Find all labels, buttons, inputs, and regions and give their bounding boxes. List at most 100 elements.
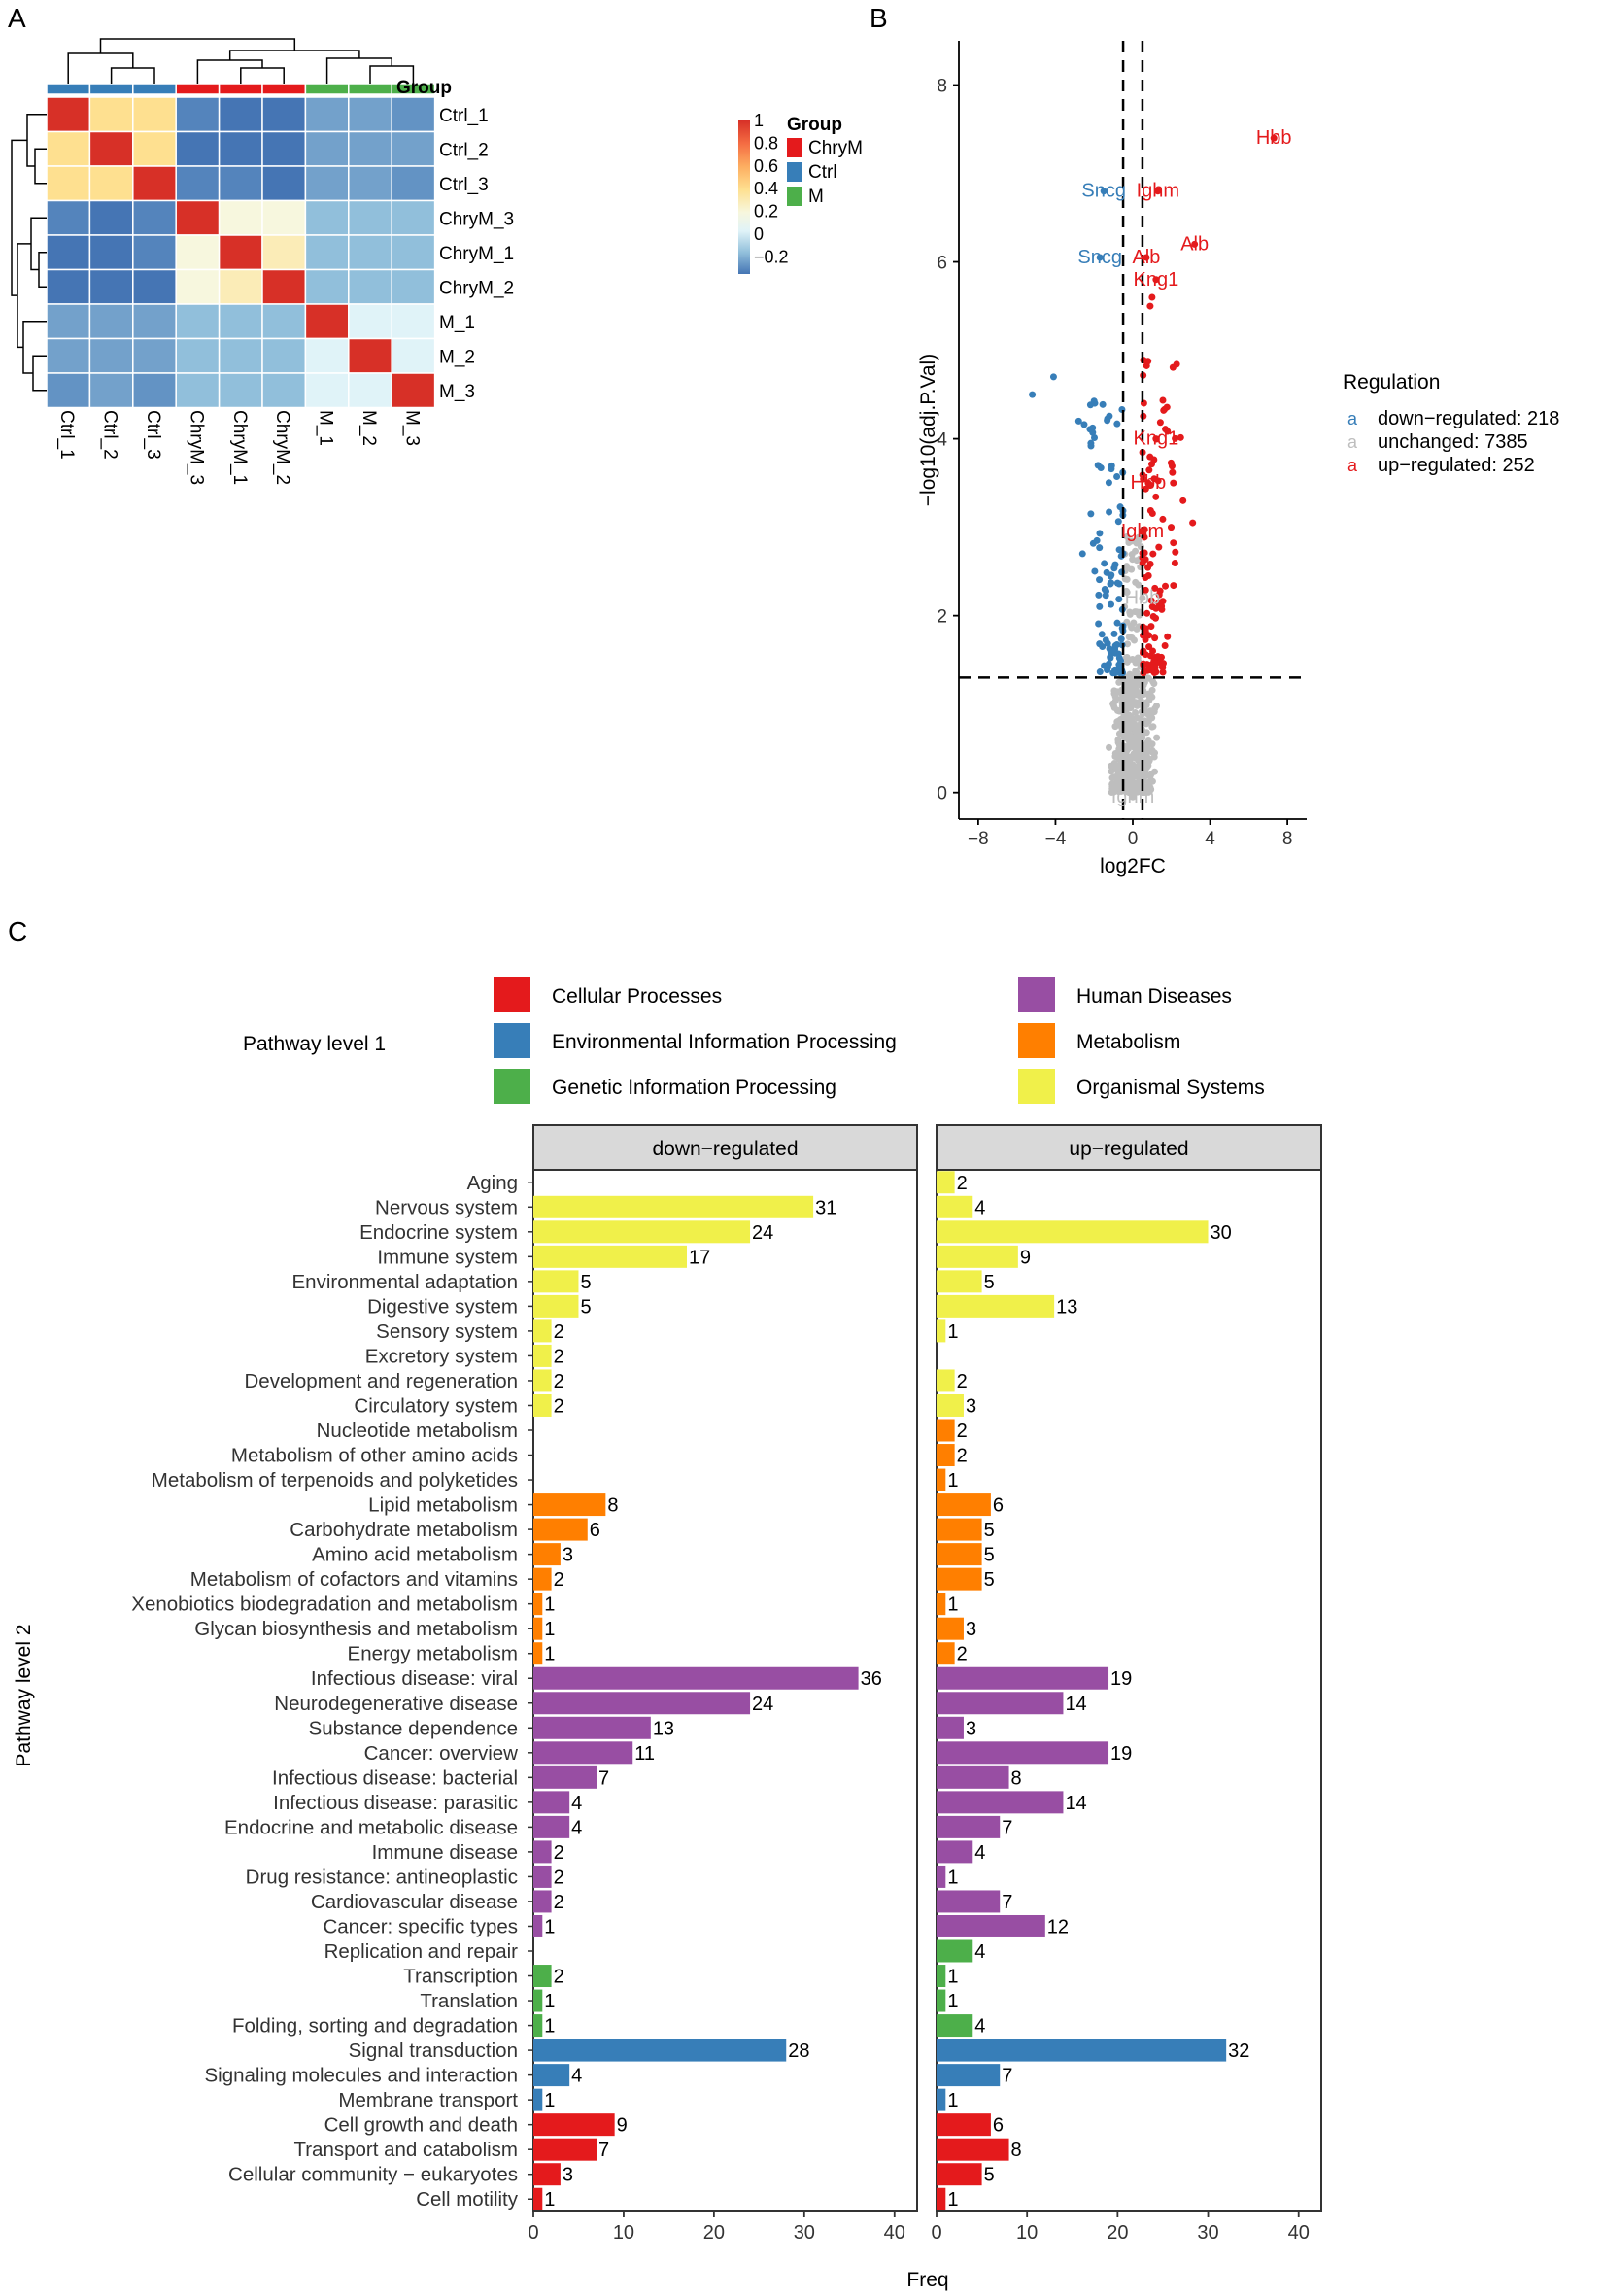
point-down — [1096, 602, 1104, 610]
point-up — [1172, 548, 1179, 556]
x-tick-label: −8 — [968, 829, 989, 849]
bar — [533, 1765, 597, 1789]
point-unchanged — [1128, 634, 1136, 641]
y-tick-label: Infectious disease: bacterial — [272, 1766, 518, 1789]
bar-value-label: 9 — [1020, 1247, 1031, 1268]
heatmap-cell — [391, 234, 436, 271]
group-legend-swatch — [787, 162, 802, 182]
heatmap-cell — [261, 337, 307, 374]
y-tick-label: Cancer: specific types — [323, 1915, 518, 1937]
point-unchanged — [1128, 779, 1136, 787]
bar-value-label: 2 — [554, 1395, 564, 1417]
y-tick-label: Glycan biosynthesis and metabolism — [194, 1618, 518, 1640]
point-unchanged — [1130, 750, 1138, 758]
heatmap-cell — [175, 165, 221, 202]
bar — [937, 1468, 946, 1491]
point-unchanged — [1134, 654, 1142, 662]
heatmap-cell — [348, 372, 392, 409]
bar — [533, 2064, 570, 2087]
bar — [533, 2138, 597, 2161]
heatmap-row-label: ChryM_1 — [439, 244, 514, 264]
point-unchanged — [1133, 772, 1141, 780]
heatmap-cell — [304, 165, 350, 202]
x-tick-label: 0 — [931, 2222, 941, 2244]
point-label: Hbb — [1256, 127, 1292, 149]
heatmap-cell — [132, 130, 177, 167]
group-annotation-cell — [218, 83, 263, 95]
heatmap-cell — [348, 268, 392, 305]
point-unchanged — [1128, 565, 1136, 573]
heatmap-cell — [46, 372, 91, 409]
point-unchanged — [1132, 709, 1140, 717]
group-legend-label: M — [808, 187, 824, 207]
heatmap-cell — [261, 303, 307, 340]
bar — [937, 2014, 973, 2038]
bar-value-label: 31 — [815, 1197, 836, 1218]
point-unchanged — [1148, 746, 1156, 754]
heatmap-cell — [261, 234, 307, 271]
point-down — [1113, 619, 1121, 627]
point-unchanged — [1144, 690, 1152, 698]
group-annotation-cell — [46, 83, 91, 95]
group-annotation-cell — [88, 83, 134, 95]
point-unchanged — [1143, 758, 1150, 766]
heatmap-cell — [261, 130, 307, 167]
point-up — [1151, 584, 1159, 592]
bar — [937, 1840, 973, 1864]
point-label: Ighm — [1111, 786, 1154, 807]
point-unchanged — [1131, 744, 1139, 752]
point-unchanged — [1125, 712, 1133, 720]
panel-label-a: A — [8, 3, 26, 33]
point-unchanged — [1128, 721, 1136, 729]
heatmap-cell — [46, 234, 91, 271]
bar-value-label: 7 — [1002, 1892, 1012, 1913]
bar-value-label: 28 — [788, 2040, 809, 2062]
bar — [533, 1791, 570, 1814]
pathway-legend-swatch — [1018, 1023, 1055, 1058]
point-up — [1146, 302, 1154, 310]
pathway-legend-title: Pathway level 1 — [243, 1033, 386, 1055]
group-annotation-cell — [348, 83, 392, 95]
y-tick-label: Amino acid metabolism — [312, 1544, 518, 1566]
y-tick-label: Development and regeneration — [245, 1370, 519, 1392]
regulation-legend-label: down−regulated: 218 — [1378, 408, 1559, 429]
point-down — [1113, 640, 1121, 648]
colorbar-ticks: 1 0.8 0.6 0.4 0.20 −0.2 — [754, 111, 789, 266]
heatmap-cell — [175, 130, 221, 167]
heatmap-cell — [46, 165, 91, 202]
point-unchanged — [1135, 723, 1143, 731]
heatmap-row-label: M_2 — [439, 347, 475, 367]
bar-value-label: 1 — [947, 1867, 958, 1888]
point-unchanged — [1123, 747, 1131, 755]
point-unchanged — [1146, 772, 1154, 780]
point-up — [1161, 405, 1169, 413]
bar — [937, 1369, 955, 1392]
point-up — [1147, 597, 1155, 604]
bar-value-label: 3 — [966, 1395, 976, 1417]
point-up — [1152, 604, 1160, 612]
heatmap-colorbar — [738, 120, 750, 274]
bar — [533, 1989, 543, 2012]
y-tick-label: Cell motility — [416, 2188, 519, 2210]
heatmap-cell — [304, 130, 350, 167]
bar-value-label: 6 — [993, 1495, 1004, 1517]
point-up — [1151, 634, 1159, 642]
bar — [937, 1914, 1045, 1937]
point-up — [1149, 647, 1157, 655]
bar-value-label: 1 — [947, 2189, 958, 2210]
point-down — [1091, 567, 1099, 575]
bar — [533, 1319, 552, 1343]
point-down — [1096, 668, 1104, 676]
bar — [533, 1493, 606, 1517]
pathway-legend-label: Environmental Information Processing — [552, 1031, 897, 1053]
bar — [533, 1815, 570, 1838]
bar — [533, 1220, 751, 1244]
point-down — [1113, 420, 1121, 428]
dendrogram-branch — [34, 148, 47, 185]
x-tick-label: 10 — [1016, 2222, 1038, 2244]
point-up — [1169, 468, 1177, 476]
heatmap-column-label: M_3 — [401, 410, 422, 446]
bar — [533, 1890, 552, 1913]
bar-value-label: 6 — [993, 2115, 1004, 2137]
heatmap-cell — [218, 372, 263, 409]
